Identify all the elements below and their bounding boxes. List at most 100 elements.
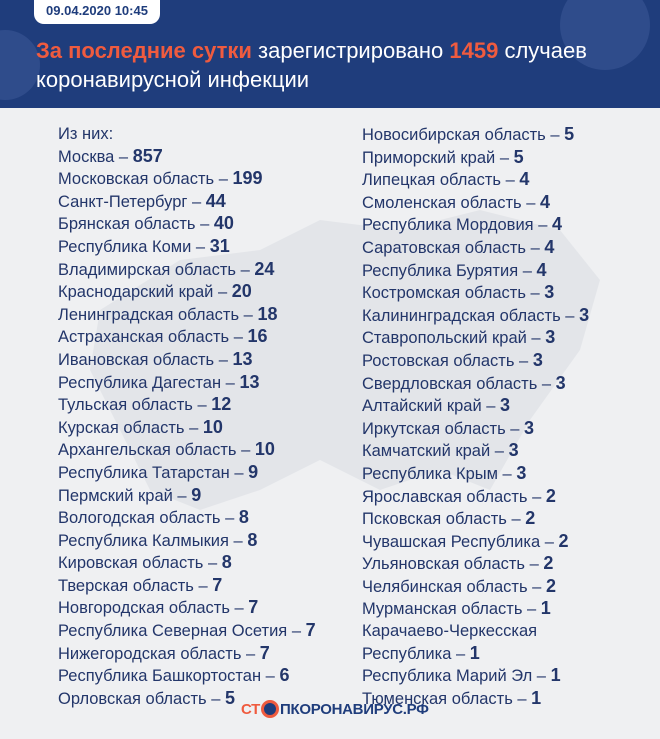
region-name: Иркутская область [362, 419, 506, 438]
region-name: Челябинская область [362, 577, 528, 596]
case-count: 20 [231, 281, 252, 302]
region-item: Новосибирская область – 5 [362, 124, 575, 144]
region-item: Республика Калмыкия – 8 [58, 529, 258, 550]
region-name: Астраханская область [58, 328, 230, 347]
region-name: Тюменская область [362, 689, 513, 708]
region-item: Свердловская область – 3 [362, 372, 566, 393]
region-name: Республика Башкортостан [58, 667, 262, 686]
case-count: 16 [247, 326, 268, 347]
region-item: Республика Марий Эл – 1 [362, 665, 561, 686]
stopcoronavirus-logo: СТ ПКОРОНАВИРУС.РФ [241, 700, 429, 718]
case-count: 6 [279, 665, 290, 686]
region-item: Курская область – 10 [58, 416, 223, 437]
case-count: 3 [555, 372, 566, 393]
region-name: Владимирская область [58, 260, 237, 279]
case-count: 1 [469, 642, 480, 663]
region-item: Ростовская область – 3 [362, 349, 543, 370]
case-count: 4 [544, 236, 555, 257]
case-count: 9 [248, 461, 259, 482]
region-item: Вологодская область – 8 [58, 507, 249, 528]
region-item: Тульская область – 12 [58, 394, 232, 415]
region-item: Краснодарский край – 20 [58, 281, 252, 302]
region-item: Чувашская Республика – 2 [362, 530, 569, 551]
logo-text-part1: СТ [241, 700, 261, 718]
region-item: Нижегородская область – 7 [58, 642, 270, 663]
case-count: 2 [543, 553, 554, 574]
region-item: Республика Бурятия – 4 [362, 259, 547, 280]
headline-text: зарегистрировано [251, 38, 450, 63]
region-name: Пермский край [58, 486, 173, 505]
region-name: Чувашская Республика [362, 532, 541, 551]
case-count: 8 [247, 529, 258, 550]
region-name: Ярославская область [362, 487, 528, 506]
header-banner: 09.04.2020 10:45 За последние сутки заре… [0, 0, 660, 108]
left-region-list: Из них: Москва – 857 Московская область –… [58, 124, 316, 710]
headline: За последние сутки зарегистрировано 1459… [36, 36, 636, 94]
region-item: Архангельская область – 10 [58, 439, 275, 460]
region-name: Санкт-Петербург [58, 192, 188, 211]
region-item: Санкт-Петербург – 44 [58, 190, 226, 211]
case-count: 2 [545, 485, 556, 506]
region-name: Псковская область [362, 510, 507, 529]
region-name: Нижегородская область [58, 644, 242, 663]
case-count: 857 [132, 145, 163, 166]
region-name: Липецкая область [362, 171, 501, 190]
case-count: 3 [516, 462, 527, 483]
case-count: 3 [524, 417, 535, 438]
case-count: 2 [545, 575, 556, 596]
case-count: 8 [238, 507, 249, 528]
region-name: Мурманская область [362, 600, 523, 619]
region-name: Ленинградская область [58, 305, 240, 324]
case-count: 9 [191, 484, 202, 505]
region-item: Москва – 857 [58, 145, 163, 166]
region-item: Псковская область – 2 [362, 508, 536, 529]
region-name: Орловская область [58, 689, 207, 708]
case-count: 13 [239, 371, 260, 392]
case-count: 7 [259, 642, 270, 663]
region-item: Карачаево-Черкесская Республика – 1 [362, 622, 538, 663]
case-count: 10 [202, 416, 223, 437]
region-item: Брянская область – 40 [58, 213, 234, 234]
case-count: 5 [225, 687, 236, 708]
region-item: Ставропольский край – 3 [362, 327, 556, 348]
region-item: Республика Крым – 3 [362, 462, 527, 483]
region-name: Москва [58, 147, 115, 166]
case-count: 3 [544, 282, 555, 303]
russia-map-background [90, 210, 600, 510]
region-item: Республика Дагестан – 13 [58, 371, 260, 392]
case-count: 3 [508, 440, 519, 461]
case-count: 4 [519, 169, 530, 190]
region-name: Карачаево-Черкесская Республика [362, 622, 538, 663]
region-item: Республика Коми – 31 [58, 235, 230, 256]
region-name: Республика Дагестан [58, 373, 222, 392]
region-item: Ярославская область – 2 [362, 485, 556, 506]
region-item: Приморский край – 5 [362, 146, 524, 167]
right-region-list: Новосибирская область – 5 Приморский край… [362, 124, 589, 710]
region-name: Московская область [58, 170, 215, 189]
date-badge: 09.04.2020 10:45 [34, 0, 160, 24]
region-name: Ростовская область [362, 351, 515, 370]
case-count: 7 [212, 574, 223, 595]
region-name: Алтайский край [362, 397, 482, 416]
region-item: Республика Северная Осетия – 7 [58, 620, 316, 641]
case-count: 1 [531, 687, 542, 708]
list-intro: Из них: [58, 125, 114, 143]
region-item: Тюменская область – 1 [362, 687, 542, 708]
region-item: Ульяновская область – 2 [362, 553, 554, 574]
region-name: Брянская область [58, 215, 196, 234]
region-item: Иркутская область – 3 [362, 417, 535, 438]
region-item: Астраханская область – 16 [58, 326, 268, 347]
case-count: 2 [525, 508, 536, 529]
region-item: Новгородская область – 7 [58, 597, 259, 618]
case-count: 40 [213, 213, 234, 234]
case-count: 7 [305, 620, 316, 641]
region-item: Владимирская область – 24 [58, 258, 275, 279]
region-name: Костромская область [362, 284, 526, 303]
region-name: Республика Крым [362, 464, 498, 483]
case-count: 3 [532, 349, 543, 370]
region-name: Камчатский край [362, 442, 491, 461]
case-count: 4 [539, 191, 550, 212]
case-count: 24 [254, 258, 275, 279]
region-item: Калининградская область – 3 [362, 304, 590, 325]
case-count: 31 [209, 235, 230, 256]
